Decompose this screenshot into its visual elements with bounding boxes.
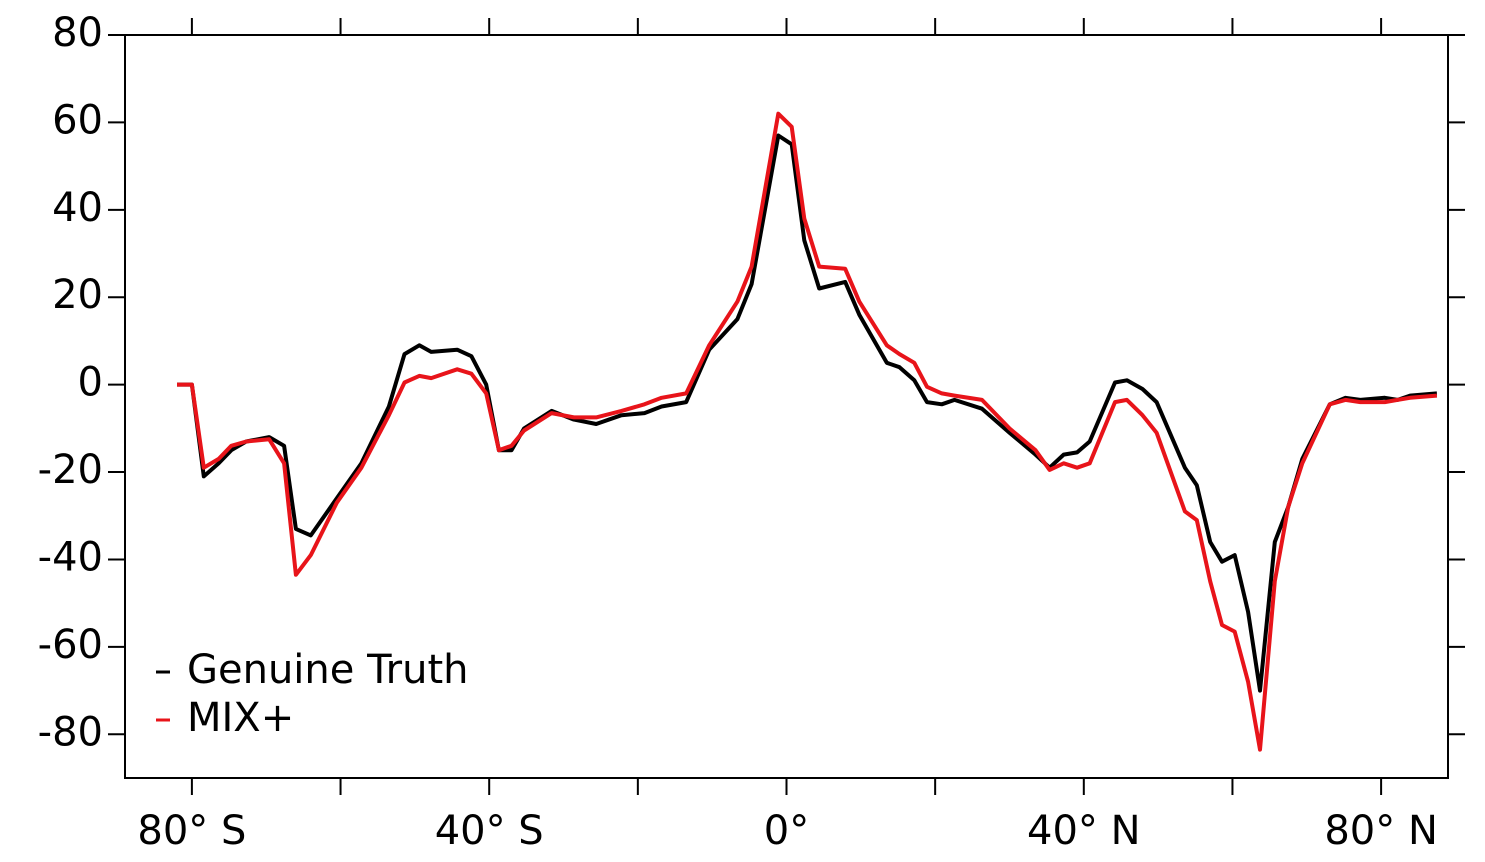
legend-label: MIX+	[187, 695, 294, 741]
y-tick-label: -20	[38, 447, 103, 493]
y-tick-label: 60	[52, 97, 103, 143]
x-tick-label: 40° S	[435, 808, 544, 854]
y-tick-label: -80	[38, 709, 103, 755]
y-tick-label: -60	[38, 622, 103, 668]
x-tick-label: 80° S	[137, 808, 246, 854]
y-tick-label: 0	[78, 360, 103, 406]
x-tick-label: 0°	[764, 808, 809, 854]
x-tick-label: 80° N	[1324, 808, 1438, 854]
y-tick-label: 20	[52, 272, 103, 318]
series-line	[177, 111, 1438, 752]
series-line	[177, 133, 1438, 693]
x-tick-label: 40° N	[1027, 808, 1141, 854]
y-tick-label: -40	[38, 534, 103, 580]
y-tick-label: 40	[52, 185, 103, 231]
y-tick-label: 80	[52, 10, 103, 56]
legend-label: Genuine Truth	[187, 647, 468, 693]
